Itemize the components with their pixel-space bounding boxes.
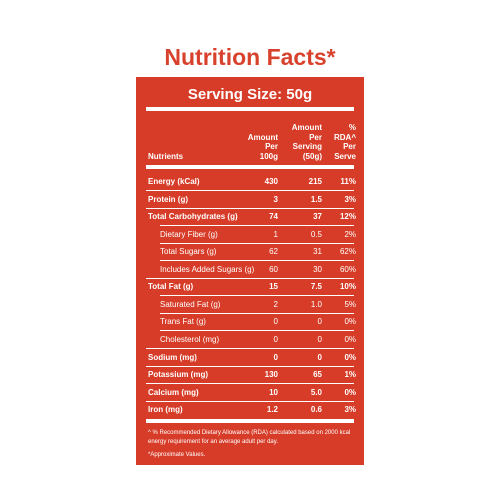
nutrient-name: Includes Added Sugars (g) [160,264,255,274]
nutrient-name: Saturated Fat (g) [160,299,221,309]
nutrient-value: 3 [273,194,278,204]
row-divider [146,277,354,279]
nutrient-name: Trans Fat (g) [160,317,206,327]
nutrient-value: 60 [269,264,278,274]
column-header: Serve [334,151,356,161]
column-header: % [348,123,356,132]
nutrient-value: 1 [273,229,278,239]
nutrient-name: Energy (kCal) [148,177,200,186]
nutrient-value: 0.5 [310,229,322,239]
nutrient-value: 3% [344,194,356,204]
nutrient-value: 74 [269,212,278,222]
nutrient-value: 10 [269,387,278,397]
column-header: RDA^ [333,132,356,142]
nutrient-value: 0% [344,387,356,397]
nutrient-name: Potassium (mg) [148,370,209,380]
nutrient-value: 15 [269,282,278,292]
nutrient-name: Total Carbohydrates (g) [148,212,238,222]
row-divider [160,260,354,262]
row-divider [146,383,354,385]
footnote: ^ % Recommended Dietary Allowance (RDA) … [148,429,351,445]
row-divider [146,400,354,402]
nutrient-value: 430 [264,177,278,186]
nutrient-value: 65 [313,370,322,380]
nutrient-value: 5% [344,299,356,309]
footnote: *Approximate Values. [148,451,206,458]
column-header: (50g) [302,151,322,161]
nutrient-name: Calcium (mg) [148,387,199,397]
nutrient-value: 30 [313,264,322,274]
nutrient-value: 0 [317,352,322,362]
row-divider [160,295,354,297]
nutrient-value: 7.5 [310,282,322,292]
divider [146,418,354,423]
nutrient-value: 11% [340,177,356,186]
nutrient-value: 215 [308,177,322,186]
nutrient-value: 1.0 [310,299,322,309]
row-divider [160,312,354,314]
nutrient-value: 60% [339,264,356,274]
column-header: 100g [259,151,278,161]
nutrient-value: 5.0 [310,387,322,397]
nutrient-value: 37 [313,212,322,222]
row-divider [160,330,354,332]
nutrient-value: 31 [313,247,322,257]
nutrient-value: 2 [273,299,278,309]
row-divider [146,348,354,349]
nutrient-name: Cholesterol (mg) [160,334,220,344]
divider [146,165,354,169]
column-header: Nutrients [148,151,184,161]
nutrient-name: Iron (mg) [148,405,183,415]
nutrient-name: Protein (g) [148,194,188,204]
row-divider [146,365,354,367]
nutrient-value: 130 [264,370,278,380]
column-header: Amount [247,132,278,142]
column-header: Per [265,142,278,151]
nutrient-name: Total Fat (g) [148,282,194,292]
nutrient-value: 1.2 [266,405,278,415]
column-header: Per [343,142,356,151]
nutrient-value: 10% [339,282,356,292]
row-divider [160,242,354,244]
serving-size: Serving Size: 50g [187,86,313,103]
title: Nutrition Facts* [164,44,336,70]
row-divider [146,207,354,209]
nutrient-value: 0% [344,334,356,344]
nutrient-value: 3% [344,405,356,415]
nutrient-name: Sodium (mg) [148,352,197,362]
column-header: Amount [291,123,322,132]
nutrient-value: 12% [339,212,356,222]
nutrient-value: 0 [317,334,322,344]
nutrient-value: 62% [339,247,356,257]
nutrient-value: 2% [344,229,356,239]
divider [146,107,354,111]
nutrient-value: 0% [344,317,356,327]
column-header: Per [309,132,322,142]
nutrient-name: Total Sugars (g) [160,247,217,257]
nutrient-value: 0 [273,317,278,327]
nutrient-value: 1% [344,370,356,380]
nutrient-name: Dietary Fiber (g) [160,229,218,239]
nutrient-value: 0 [317,317,322,327]
nutrient-value: 0.6 [310,405,322,415]
nutrient-value: 0 [273,334,278,344]
nutrient-value: 1.5 [310,194,322,204]
nutrient-value: 0% [344,352,356,362]
nutrient-value: 62 [269,247,278,257]
row-divider [146,190,354,192]
label-panel: Serving Size: 50g Nutrients Amount Per 100g… [136,77,364,465]
nutrient-value: 0 [273,352,278,362]
row-divider [160,225,354,227]
column-header: Serving [292,142,322,151]
